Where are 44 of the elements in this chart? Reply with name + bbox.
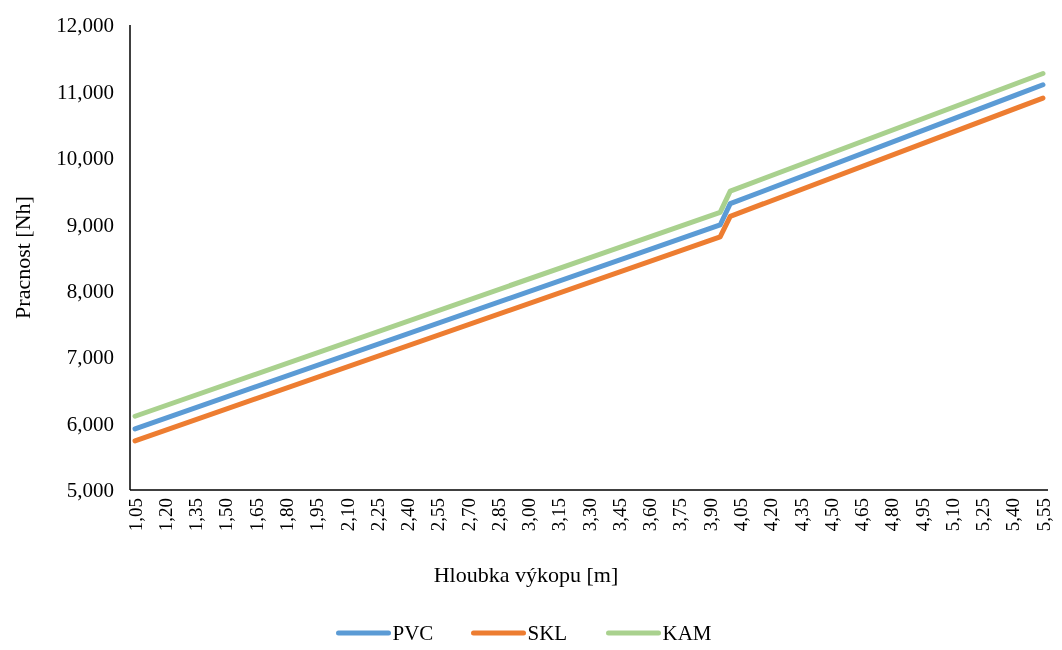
x-tick-label: 4,20 [760,498,782,532]
x-tick-label: 1,50 [215,498,237,532]
x-tick-label: 3,00 [518,498,540,532]
y-tick-label: 9,000 [66,212,114,237]
x-tick-label: 2,55 [427,498,449,532]
y-tick-label: 8,000 [66,279,114,304]
x-tick-label: 1,05 [124,498,146,532]
x-tick-label: 3,60 [639,498,661,532]
legend-label: PVC [392,621,434,645]
x-tick-label: 5,10 [941,498,963,532]
y-tick-label: 11,000 [57,79,114,104]
x-tick-label: 2,70 [457,498,479,532]
x-tick-label: 3,15 [548,498,570,532]
y-tick-label: 12,000 [56,13,114,38]
y-tick-label: 10,000 [56,146,114,171]
x-tick-label: 4,35 [790,498,812,532]
x-tick-label: 3,75 [669,498,691,532]
x-tick-label: 2,10 [336,498,358,532]
y-tick-label: 6,000 [66,411,114,436]
x-tick-label: 2,25 [366,498,388,532]
x-tick-label: 4,80 [881,498,903,532]
x-axis-title: Hloubka výkopu [m] [433,562,619,587]
x-tick-label: 4,65 [851,498,873,532]
y-axis-title: Pracnost [Nh] [10,196,35,319]
x-tick-label: 4,50 [820,498,842,532]
x-tick-label: 2,85 [487,498,509,532]
y-tick-label: 7,000 [66,345,114,370]
x-tick-label: 1,20 [154,498,176,532]
x-tick-label: 4,95 [911,498,933,532]
legend-label: SKL [527,621,568,645]
x-tick-label: 1,35 [185,498,207,532]
x-tick-label: 5,55 [1032,498,1054,532]
x-tick-label: 3,30 [578,498,600,532]
y-tick-label: 5,000 [66,478,114,503]
x-tick-label: 1,65 [245,498,267,532]
x-tick-label: 2,40 [397,498,419,532]
legend-label: KAM [662,621,712,645]
x-tick-label: 5,40 [1002,498,1024,532]
x-tick-label: 1,95 [306,498,328,532]
x-tick-label: 3,45 [608,498,630,532]
x-tick-label: 1,80 [276,498,298,532]
x-tick-label: 3,90 [699,498,721,532]
x-tick-label: 5,25 [972,498,994,532]
x-tick-label: 4,05 [729,498,751,532]
